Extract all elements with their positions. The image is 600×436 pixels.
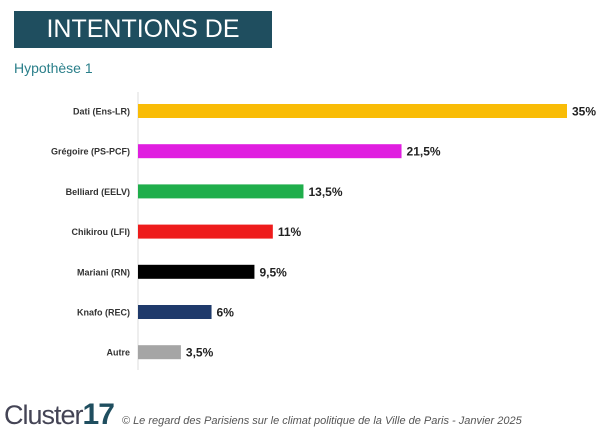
category-label: Grégoire (PS-PCF): [51, 147, 130, 157]
bar: [138, 264, 255, 279]
bar: [138, 305, 212, 319]
category-label: Autre: [106, 348, 130, 358]
data-label: 6%: [217, 306, 235, 320]
bar: [138, 104, 567, 118]
category-label: Belliard (EELV): [66, 187, 130, 197]
data-label: 13,5%: [308, 185, 342, 199]
cluster17-logo: Cluster17: [4, 398, 115, 431]
footer: Cluster17 © Le regard des Parisiens sur …: [4, 398, 522, 432]
category-label: Mariani (RN): [77, 267, 130, 277]
bar: [138, 224, 273, 239]
bar: [138, 345, 181, 360]
data-label: 21,5%: [407, 145, 441, 159]
data-label: 9,5%: [259, 265, 287, 279]
bar-chart: Dati (Ens-LR) 35% Grégoire (PS-PCF) 21,5% Be…: [51, 92, 596, 370]
category-label: Knafo (REC): [77, 308, 130, 318]
bar: [138, 184, 304, 199]
source-note: © Le regard des Parisiens sur le climat …: [121, 415, 522, 427]
data-label: 35%: [572, 105, 596, 119]
chart-title: INTENTIONS DE VOTE: [14, 11, 272, 80]
data-label: 3,5%: [186, 346, 214, 360]
bar: [138, 144, 402, 159]
chart-subtitle: Hypothèse 1: [14, 60, 93, 76]
data-label: 11%: [278, 225, 302, 239]
category-label: Dati (Ens-LR): [73, 107, 130, 117]
category-label: Chikirou (LFI): [72, 227, 131, 237]
